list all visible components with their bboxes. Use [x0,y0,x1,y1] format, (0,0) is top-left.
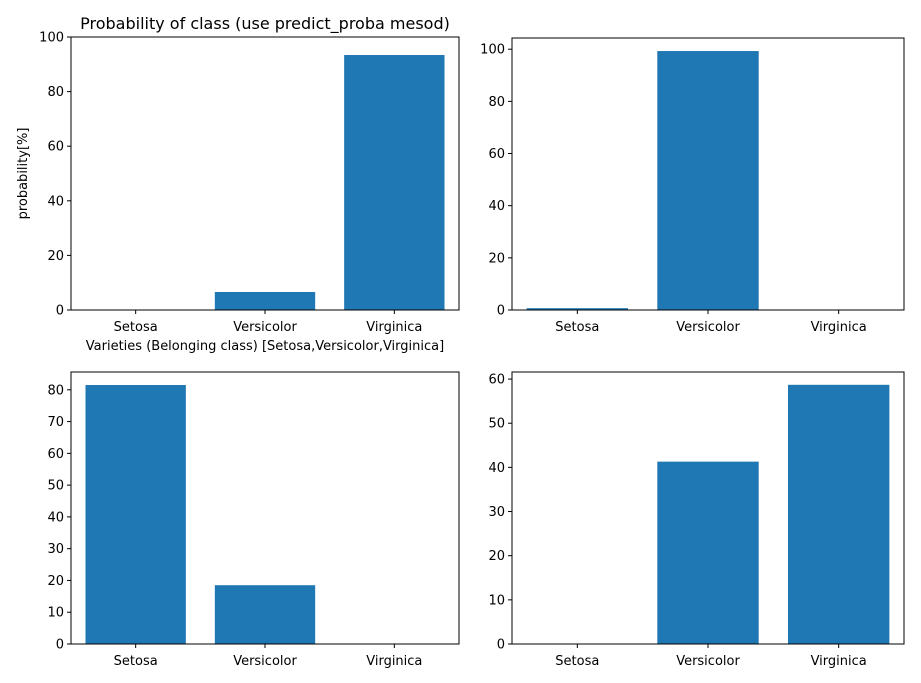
x-tick-label: Setosa [555,320,599,335]
y-tick-label: 50 [47,479,64,494]
bar-versicolor [657,51,759,310]
y-tick-label: 80 [47,85,64,100]
y-tick-label: 60 [47,447,64,462]
y-tick-label: 40 [488,461,505,476]
x-tick-label: Setosa [114,654,158,669]
y-tick-label: 10 [47,606,64,621]
y-tick-label: 20 [488,549,505,564]
chart-panel-3: 0 10 20 30 40 50 60 70 80 Setosa Versicolor Virgini… [47,371,460,669]
bar-versicolor [657,461,759,644]
x-tick-label: Virginica [811,320,867,335]
y-tick-label: 0 [497,638,505,653]
y-tick-label: 70 [47,415,64,430]
y-tick-label: 40 [47,194,64,209]
y-tick-label: 80 [47,383,64,398]
bar-versicolor [214,585,316,644]
y-tick-label: 20 [47,574,64,589]
x-tick-label: Versicolor [233,654,297,669]
y-tick-label: 50 [488,417,505,432]
y-tick-label: 30 [488,505,505,520]
chart-panel-4: 0 10 20 30 40 50 60 Setosa Versicolor Virginica [488,371,905,669]
x-tick-label: Setosa [114,320,158,335]
x-tick-label: Virginica [366,320,422,335]
x-tick-label: Versicolor [676,320,740,335]
y-tick-label: 0 [56,638,64,653]
y-tick-label: 10 [488,593,505,608]
y-tick-label: 40 [47,510,64,525]
x-tick-label: Versicolor [233,320,297,335]
bar-virginica [344,55,445,310]
chart-title: Probability of class (use predict_proba … [80,14,450,34]
bar-virginica [787,384,890,644]
x-tick-label: Virginica [811,654,867,669]
y-tick-label: 40 [488,199,505,214]
bar-setosa [526,308,629,310]
y-tick-label: 80 [488,95,505,110]
y-tick-label: 30 [47,542,64,557]
y-tick-label: 100 [480,43,505,58]
y-tick-label: 20 [488,251,505,266]
bar-versicolor [214,291,316,310]
x-tick-label: Virginica [366,654,422,669]
y-tick-label: 100 [39,31,64,46]
y-tick-label: 0 [56,304,64,319]
x-tick-label: Versicolor [676,654,740,669]
y-axis-label: probability[%] [16,128,31,220]
bar-setosa [85,385,186,644]
y-tick-label: 0 [497,304,505,319]
y-tick-label: 20 [47,249,64,264]
y-tick-label: 60 [488,147,505,162]
x-tick-label: Setosa [555,654,599,669]
y-tick-label: 60 [488,373,505,388]
y-tick-label: 60 [47,140,64,155]
chart-panel-1: 0 20 40 60 80 100 Setosa Versicolor Virginica Pro… [16,14,460,354]
x-axis-label: Varieties (Belonging class) [Setosa,Vers… [86,339,444,354]
chart-panel-2: 0 20 40 60 80 100 Setosa Versicolor Virginica [480,37,905,335]
